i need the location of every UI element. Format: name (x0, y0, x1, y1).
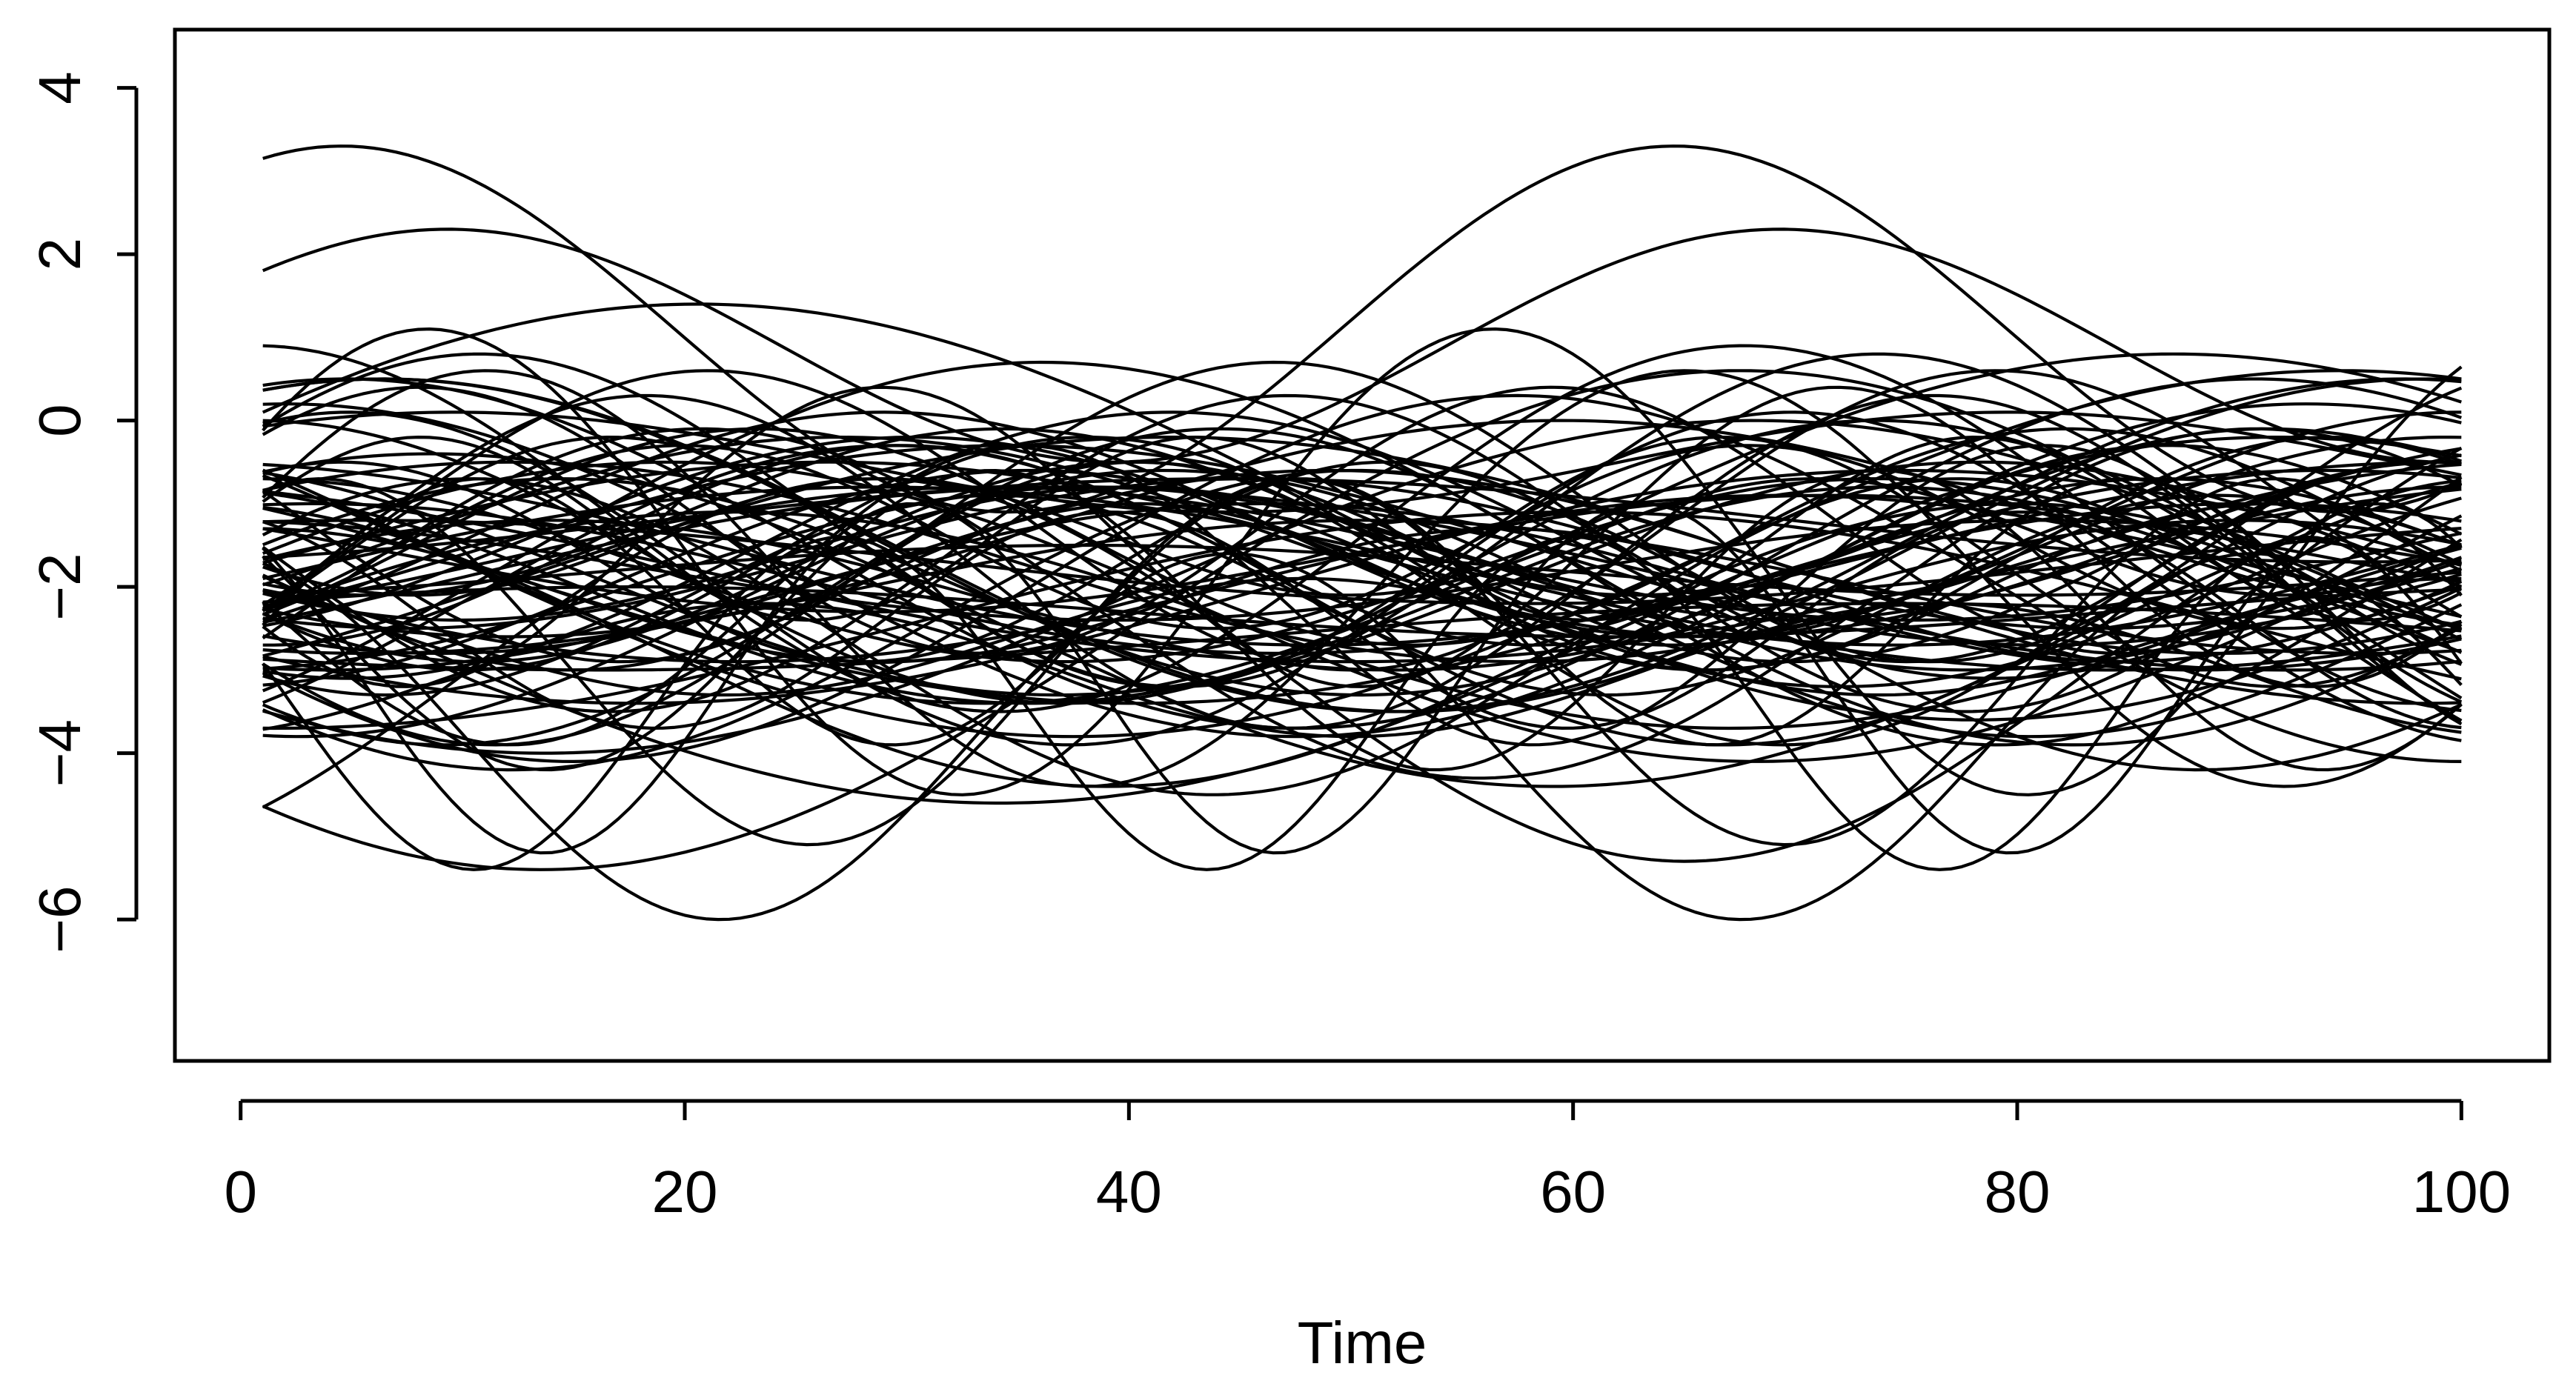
series-line-24 (262, 460, 2462, 747)
series-line-100 (262, 477, 2463, 847)
series-line-71 (262, 427, 2463, 747)
series-line-96 (262, 502, 2463, 672)
series-line-57 (262, 436, 2462, 639)
series-line-78 (262, 385, 2463, 688)
series-line-2 (262, 393, 2463, 730)
series-line-1 (262, 327, 2463, 796)
y-tick-label: 4 (27, 71, 93, 104)
series-line-85 (262, 460, 2462, 664)
series-line-66 (262, 460, 2463, 697)
series-line-87 (262, 460, 2462, 664)
series-layer (261, 144, 2463, 922)
y-tick-label: −2 (27, 553, 93, 621)
series-line-88 (262, 427, 2463, 647)
series-line-27 (262, 493, 2462, 613)
series-line-68 (262, 477, 2463, 697)
x-tick-label: 60 (1540, 1159, 1606, 1225)
y-tick-label: −6 (27, 886, 93, 953)
series-line-92 (262, 410, 2463, 680)
series-line-97 (262, 144, 2463, 514)
series-line-90 (262, 519, 2462, 622)
series-line-81 (262, 485, 2462, 622)
series-line-63 (262, 436, 2463, 688)
x-axis-title: Time (1298, 1310, 1427, 1376)
x-tick-label: 100 (2412, 1159, 2511, 1225)
series-line-70 (262, 477, 2462, 664)
y-tick-label: 0 (27, 404, 93, 437)
series-line-86 (262, 502, 2462, 672)
series-line-95 (262, 410, 2462, 514)
series-line-84 (262, 485, 2462, 705)
x-axis: 0 20 40 60 80 100 (224, 1099, 2511, 1225)
series-line-14 (262, 402, 2462, 739)
series-line-67 (262, 436, 2462, 639)
y-tick-label: 2 (27, 238, 93, 271)
series-line-52 (262, 468, 2462, 705)
series-line-23 (262, 502, 2463, 855)
series-line-89 (262, 527, 2462, 664)
series-line-93 (262, 519, 2462, 672)
plot-frame (173, 27, 2552, 1063)
y-axis: −6 −4 −2 0 2 4 (27, 71, 139, 953)
series-line-75 (262, 436, 2462, 805)
x-tick-label: 0 (224, 1159, 257, 1225)
x-tick-label: 80 (1985, 1159, 2051, 1225)
series-line-98 (262, 227, 2462, 464)
series-line-99 (262, 552, 2463, 922)
series-line-10 (262, 543, 2462, 597)
series-line-79 (262, 427, 2463, 780)
series-line-53 (262, 393, 2462, 763)
series-line-42 (262, 360, 2463, 664)
series-line-69 (262, 585, 2462, 639)
x-tick-label: 20 (652, 1159, 718, 1225)
series-line-77 (262, 468, 2463, 772)
series-line-13 (262, 393, 2463, 713)
y-tick-label: −4 (27, 719, 93, 787)
series-line-59 (262, 487, 2462, 664)
x-tick-label: 40 (1096, 1159, 1162, 1225)
series-line-94 (262, 444, 2462, 747)
